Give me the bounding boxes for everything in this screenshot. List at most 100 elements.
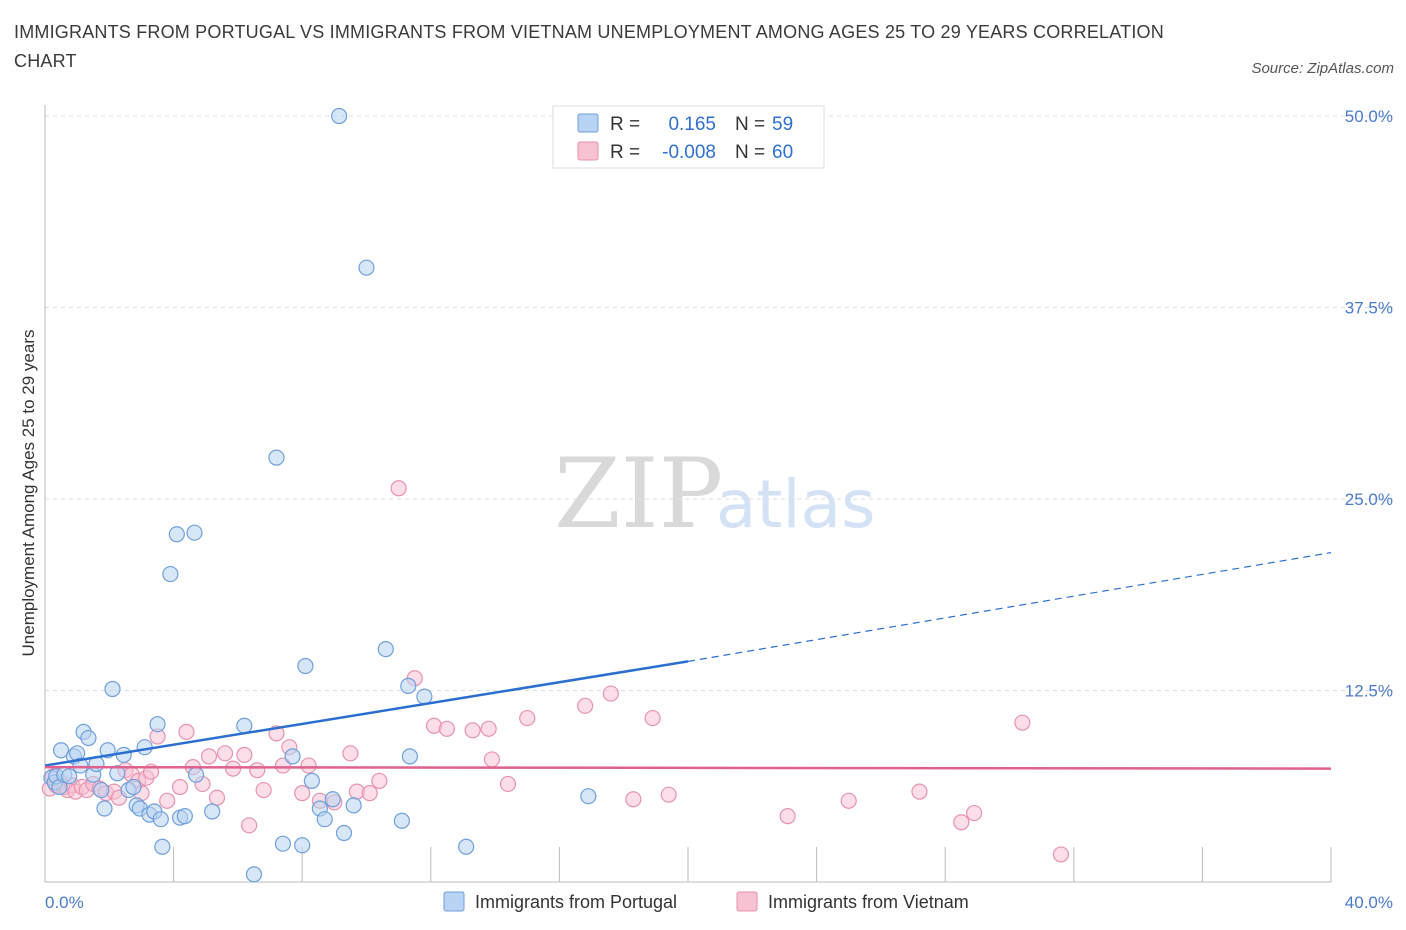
vietnam-points	[41, 480, 1070, 863]
series-legend-swatch-portugal	[443, 891, 465, 912]
vietnam-point-55	[577, 697, 594, 714]
vietnam-point-49	[438, 720, 455, 737]
vietnam-point-52	[483, 751, 500, 768]
vietnam-point-29	[216, 745, 234, 762]
watermark: ZIP atlas	[554, 438, 876, 550]
vietnam-point-50	[464, 722, 481, 739]
y-axis-label: Unemployment Among Ages 25 to 29 years	[19, 330, 38, 657]
watermark-zip: ZIP	[554, 438, 723, 550]
portugal-point-52	[377, 641, 394, 658]
portugal-point-46	[316, 811, 333, 828]
portugal-point-4	[52, 742, 70, 759]
vietnam-point-31	[236, 746, 253, 763]
vietnam-point-45	[371, 772, 388, 789]
vietnam-point-33	[249, 762, 266, 779]
portugal-point-21	[125, 778, 142, 796]
portugal-point-17	[104, 680, 121, 698]
y-tick-label-3: 50.0%	[1345, 107, 1393, 126]
vietnam-point-44	[361, 785, 378, 802]
portugal-point-56	[416, 688, 433, 705]
portugal-point-31	[168, 526, 185, 543]
vietnam-point-53	[499, 775, 517, 793]
portugal-point-41	[284, 748, 301, 765]
correlation-legend: R = 0.165 N = 59 R = -0.008 N = 60	[552, 105, 825, 169]
legend-n-value-vietnam: 60	[772, 142, 793, 163]
legend-r-value-portugal: 0.165	[668, 114, 716, 135]
portugal-point-28	[152, 811, 169, 828]
vietnam-point-28	[208, 789, 226, 806]
vietnam-point-64	[966, 804, 983, 822]
portugal-point-18	[109, 765, 126, 782]
y-tick-labels: 12.5% 25.0% 37.5% 50.0%	[1345, 107, 1393, 701]
portugal-point-14	[93, 781, 110, 799]
portugal-point-51	[358, 259, 375, 276]
portugal-point-24	[136, 739, 153, 756]
portugal-point-30	[162, 565, 179, 583]
portugal-point-47	[324, 791, 341, 808]
vietnam-point-57	[625, 791, 642, 808]
portugal-point-33	[176, 808, 193, 825]
portugal-point-58	[580, 788, 597, 805]
vietnam-point-51	[480, 720, 497, 737]
vietnam-point-34	[255, 781, 272, 799]
portugal-point-53	[393, 812, 410, 829]
series-legend-label-vietnam: Immigrants from Vietnam	[768, 892, 969, 912]
vietnam-point-42	[342, 745, 359, 762]
vietnam-point-32	[241, 817, 258, 834]
portugal-trend-line	[44, 660, 689, 767]
vietnam-point-30	[224, 760, 242, 777]
vietnam-point-38	[294, 785, 311, 802]
x-tick-label-max: 40.0%	[1345, 893, 1393, 912]
trend-lines	[44, 552, 1332, 770]
portugal-point-6	[61, 768, 78, 785]
portugal-point-40	[274, 835, 292, 852]
vietnam-point-58	[644, 709, 661, 727]
portugal-point-48	[331, 107, 348, 125]
portugal-point-9	[72, 757, 89, 774]
vietnam-point-60	[779, 808, 796, 825]
vietnam-point-46	[390, 480, 407, 497]
legend-n-label-vietnam: N =	[735, 142, 765, 163]
series-legend: Immigrants from Portugal Immigrants from…	[443, 891, 969, 912]
portugal-point-42	[294, 837, 311, 854]
vietnam-point-65	[1014, 714, 1031, 731]
legend-n-value-portugal: 59	[772, 114, 793, 135]
series-legend-swatch-vietnam	[736, 891, 758, 912]
y-tick-label-2: 37.5%	[1345, 299, 1393, 318]
vietnam-point-66	[1052, 846, 1070, 863]
vietnam-point-62	[911, 783, 928, 800]
legend-r-label-portugal: R =	[610, 114, 640, 135]
portugal-point-35	[188, 766, 205, 783]
portugal-point-38	[245, 866, 263, 883]
portugal-point-54	[400, 677, 417, 695]
portugal-point-57	[458, 838, 475, 855]
y-tick-label-0: 12.5%	[1345, 682, 1393, 701]
x-tick-label-min: 0.0%	[45, 893, 84, 912]
vietnam-point-22	[159, 792, 176, 809]
legend-swatch-portugal	[577, 113, 599, 133]
vietnam-point-27	[200, 748, 218, 765]
portugal-point-37	[236, 717, 253, 734]
portugal-point-39	[268, 449, 285, 466]
portugal-point-27	[149, 716, 166, 733]
legend-r-value-vietnam: -0.008	[662, 142, 716, 163]
portugal-point-49	[335, 824, 353, 842]
vietnam-point-54	[519, 709, 536, 727]
vietnam-point-39	[300, 757, 317, 774]
portugal-point-29	[154, 838, 171, 855]
series-legend-label-portugal: Immigrants from Portugal	[475, 892, 677, 912]
vietnam-point-63	[953, 814, 970, 831]
vietnam-point-24	[178, 723, 195, 740]
vietnam-point-23	[171, 778, 189, 796]
portugal-point-15	[96, 800, 113, 817]
vietnam-point-56	[602, 685, 619, 702]
gridlines	[45, 115, 1393, 691]
y-tick-label-1: 25.0%	[1345, 490, 1393, 509]
legend-n-label-portugal: N =	[735, 114, 765, 135]
chart-title: IMMIGRANTS FROM PORTUGAL VS IMMIGRANTS F…	[14, 22, 1164, 71]
portugal-point-50	[345, 797, 362, 814]
portugal-point-11	[80, 729, 97, 747]
portugal-point-55	[401, 748, 419, 765]
vietnam-point-59	[660, 786, 677, 803]
x-tick-marks	[173, 847, 1332, 882]
